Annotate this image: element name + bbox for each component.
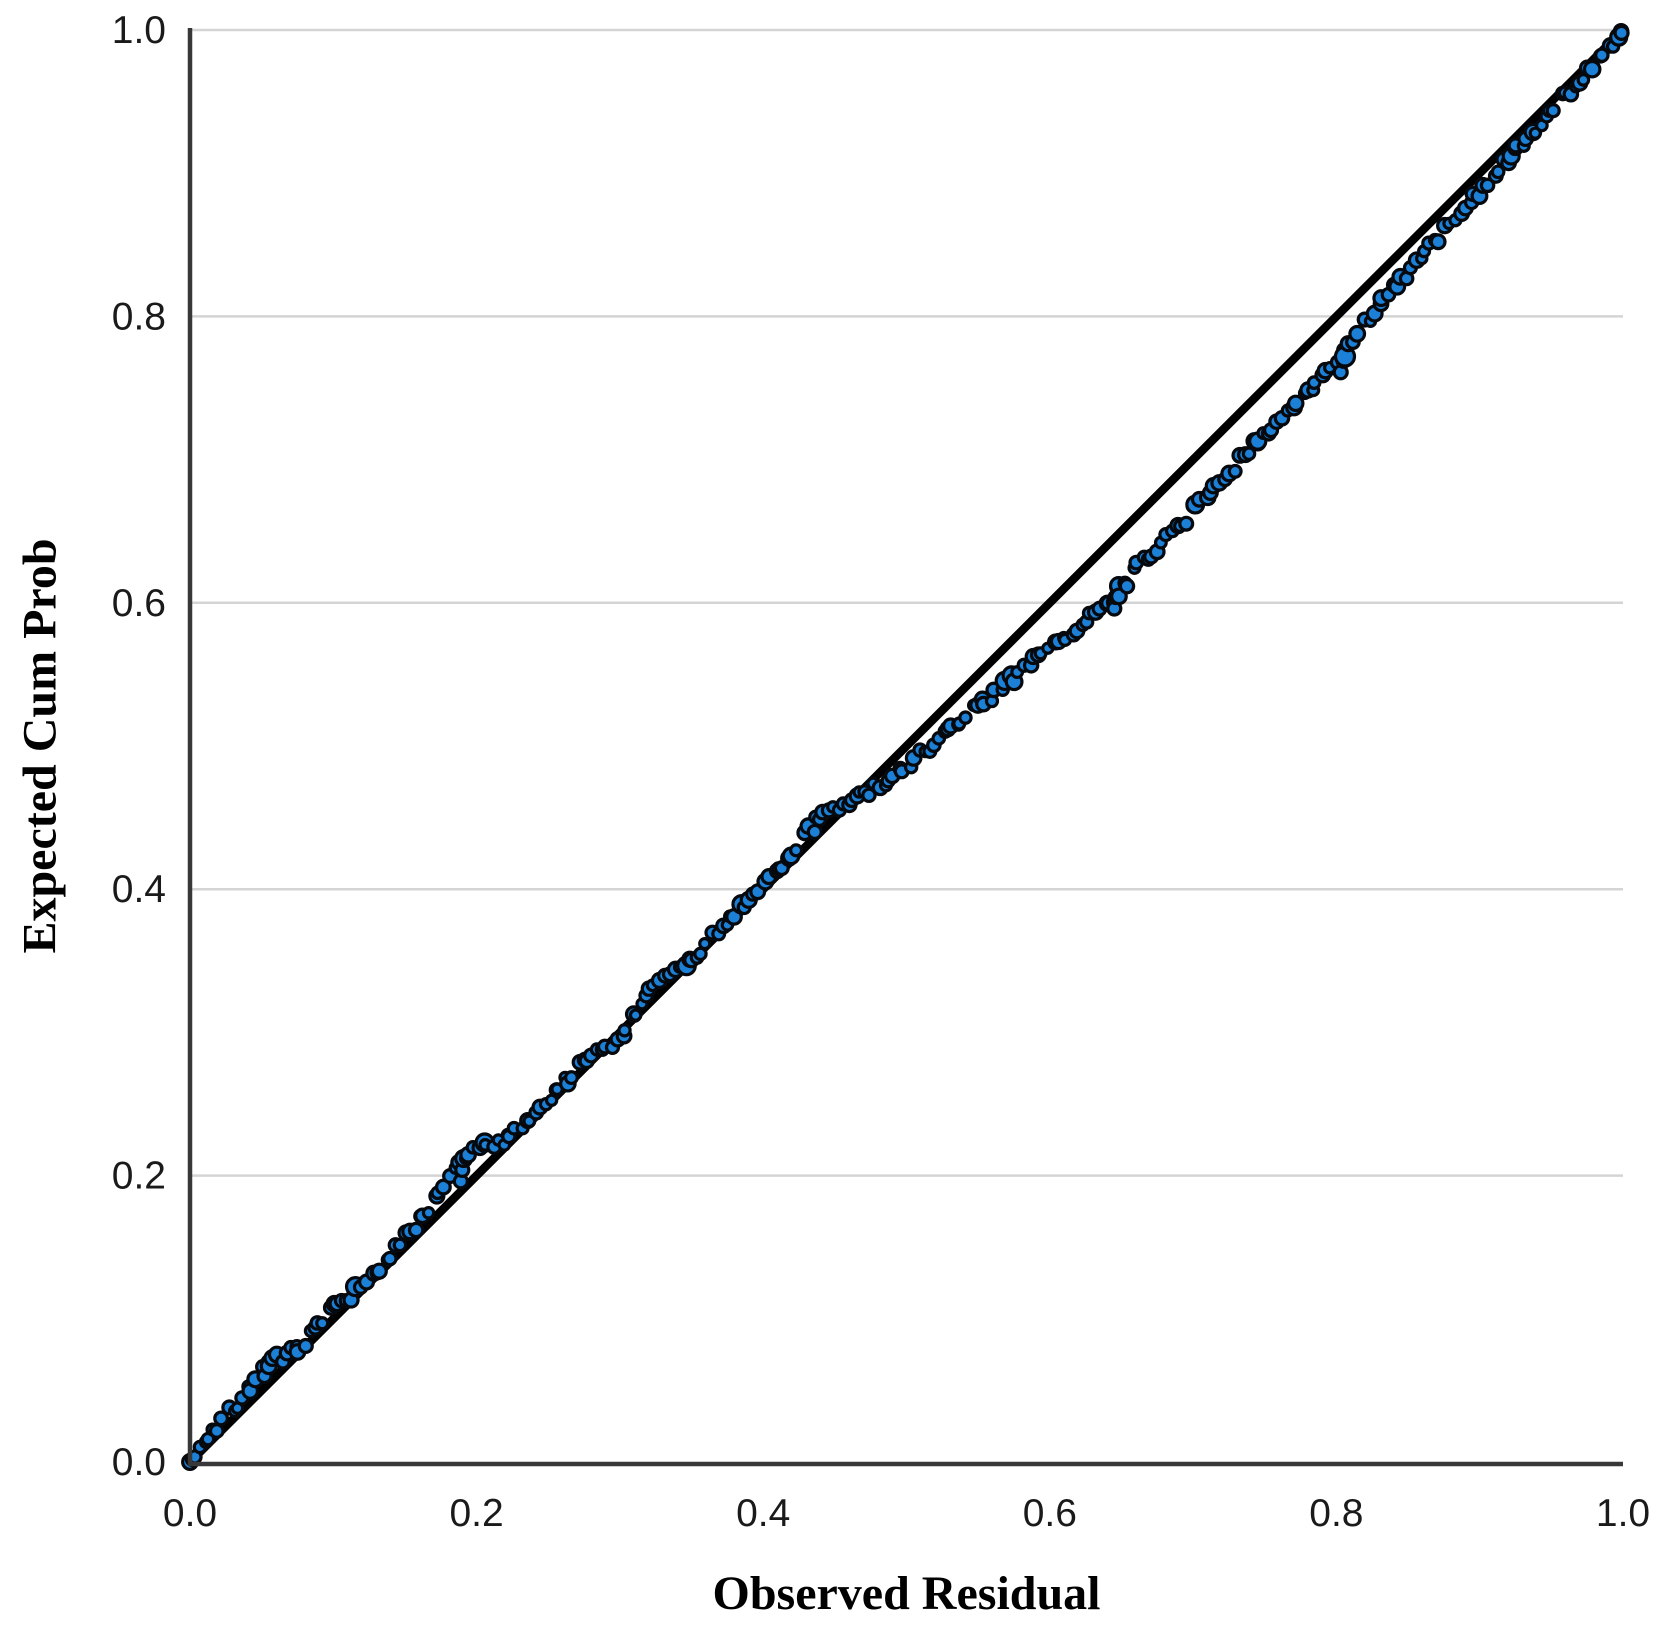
data-point (315, 1316, 330, 1331)
data-point (1429, 233, 1447, 251)
data-point (564, 1070, 579, 1086)
data-point (958, 710, 973, 725)
y-tick-label: 0.0 (112, 1441, 166, 1484)
y-tick-label: 0.4 (112, 868, 166, 911)
data-point (407, 1221, 425, 1239)
y-tick-label: 1.0 (112, 9, 166, 52)
y-tick-label: 0.6 (112, 582, 166, 625)
data-point (789, 843, 804, 858)
data-point (1287, 394, 1305, 413)
x-tick-label: 0.8 (1309, 1492, 1363, 1535)
data-point (1613, 24, 1630, 41)
data-point (1490, 164, 1506, 180)
data-point (1348, 324, 1367, 343)
data-point (1545, 103, 1561, 119)
y-tick-label: 0.2 (112, 1155, 166, 1198)
data-point (213, 1410, 230, 1427)
data-point (370, 1262, 388, 1280)
x-tick-label: 0.0 (163, 1492, 217, 1535)
data-point (1479, 177, 1496, 194)
x-tick-label: 0.2 (449, 1492, 503, 1535)
data-point (392, 1237, 408, 1253)
data-point (208, 1423, 225, 1439)
data-point (1227, 463, 1243, 479)
y-tick-label: 0.8 (112, 295, 166, 338)
data-point (698, 937, 712, 951)
data-point (297, 1337, 314, 1355)
data-point (1582, 59, 1602, 79)
data-point (1118, 577, 1136, 595)
x-axis-title: Observed Residual (712, 1567, 1101, 1620)
data-point (806, 823, 823, 841)
data-point (1178, 515, 1195, 532)
data-point (421, 1206, 436, 1220)
x-tick-label: 0.6 (1023, 1492, 1077, 1535)
data-point (628, 1008, 643, 1022)
x-tick-label: 0.4 (736, 1492, 790, 1535)
data-point (1594, 47, 1610, 63)
reference-line (185, 25, 1628, 1467)
x-tick-label: 1.0 (1596, 1492, 1650, 1535)
data-point (382, 1250, 398, 1267)
y-axis-title: Expected Cum Prob (13, 538, 67, 954)
data-point (617, 1023, 632, 1038)
data-point (861, 787, 877, 804)
